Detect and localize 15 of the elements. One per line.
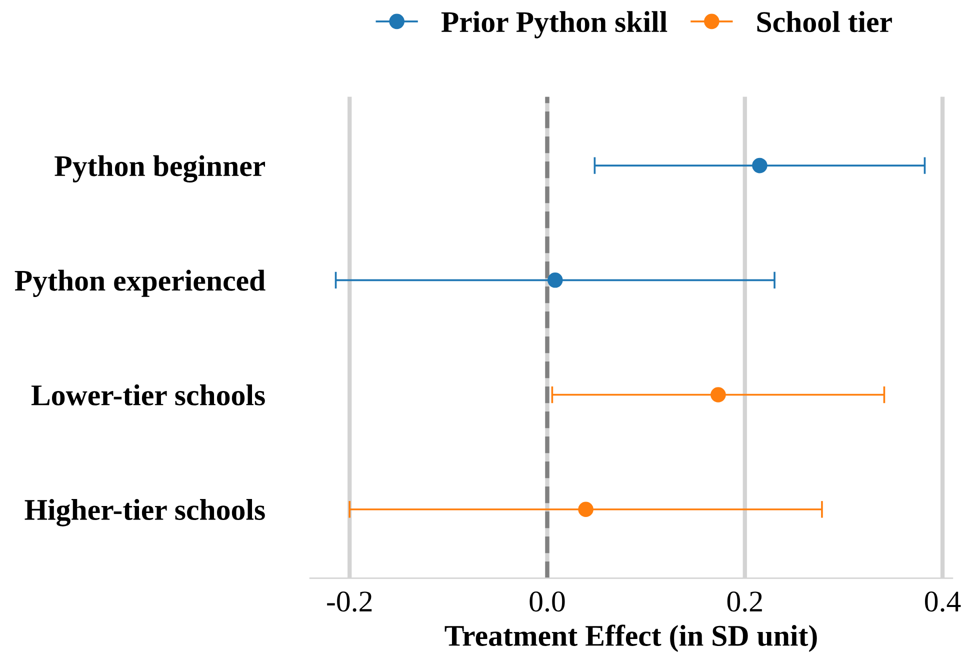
y-tick-label: Python experienced	[14, 270, 266, 297]
x-tick-label: 0.2	[727, 592, 762, 612]
point	[710, 387, 726, 402]
x-tick-label: 0.0	[530, 592, 565, 612]
legend-label: School tier	[757, 11, 892, 32]
x-axis-title: Treatment Effect (in SD unit)	[444, 624, 817, 652]
x-tick-label: 0.4	[925, 592, 961, 612]
y-tick-label: Python beginner	[54, 155, 266, 183]
legend-label: Prior Python skill	[441, 11, 668, 38]
y-tick-label: Lower-tier schools	[31, 384, 265, 406]
point	[752, 158, 768, 174]
point	[578, 502, 594, 518]
y-tick-label: Higher-tier schools	[24, 499, 265, 526]
point	[548, 272, 563, 288]
x-tick-label: -0.2	[327, 592, 372, 612]
